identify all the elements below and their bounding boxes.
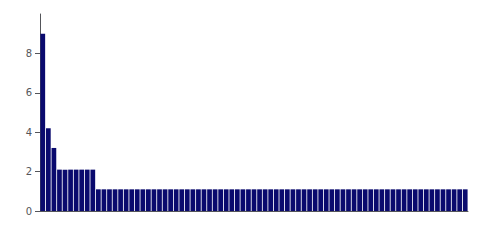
svg-text:2: 2 bbox=[26, 166, 32, 177]
svg-text:4: 4 bbox=[26, 127, 32, 138]
svg-text:8: 8 bbox=[26, 48, 32, 59]
svg-text:0: 0 bbox=[26, 206, 32, 217]
svg-text:6: 6 bbox=[26, 87, 32, 98]
